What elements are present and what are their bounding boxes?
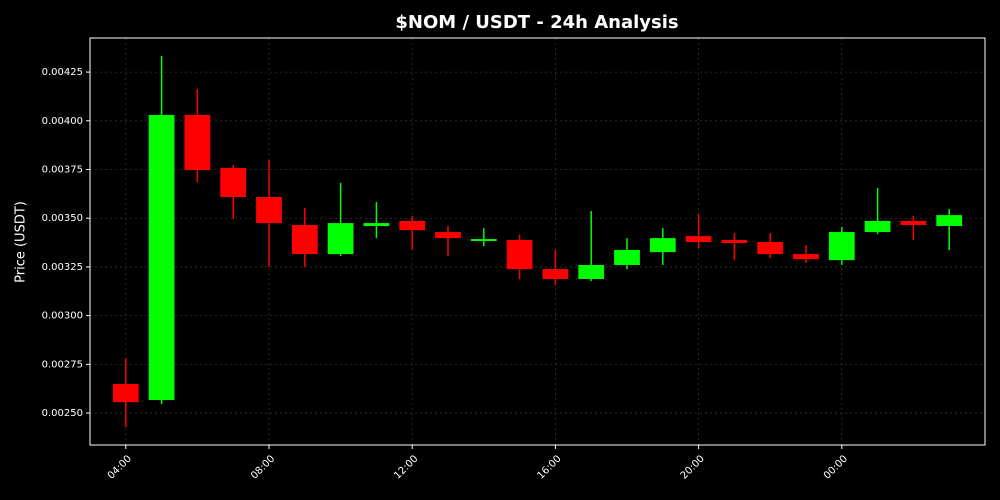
plot-frame [89,37,986,446]
candle-body [327,223,354,255]
y-tick-label: 0.00250 [42,408,83,419]
candle-body [757,241,784,255]
y-tick-label: 0.00425 [42,67,83,78]
candle-body [542,269,569,280]
candle-body [399,220,426,231]
candle-body [828,232,855,261]
candle-body [614,249,640,265]
candle-body [649,238,676,253]
y-tick-label: 0.00400 [42,116,83,127]
candle-body [685,236,712,242]
candle-body [148,114,175,400]
y-tick-label: 0.00300 [42,311,83,322]
y-tick-label: 0.00350 [42,213,83,224]
y-axis-label: Price (USDT) [14,201,29,283]
y-tick-label: 0.00375 [42,165,83,176]
y-tick-label: 0.00275 [42,359,83,370]
candle-body [470,239,497,242]
candle-body [184,114,211,171]
candle-body [864,220,891,233]
candle-body [506,240,533,270]
candle-body [112,384,139,403]
candle-body [578,264,605,280]
candle-body [793,254,819,260]
candle-body [721,240,748,243]
candle-body [220,167,247,197]
candle-body [256,196,282,224]
y-tick-label: 0.00325 [42,262,83,273]
candle-body [435,232,461,239]
chart-title: $NOM / USDT - 24h Analysis [395,12,678,33]
candle-body [363,223,390,227]
candle-body [291,225,318,255]
candle-body [900,220,927,226]
candle-body [936,215,963,227]
